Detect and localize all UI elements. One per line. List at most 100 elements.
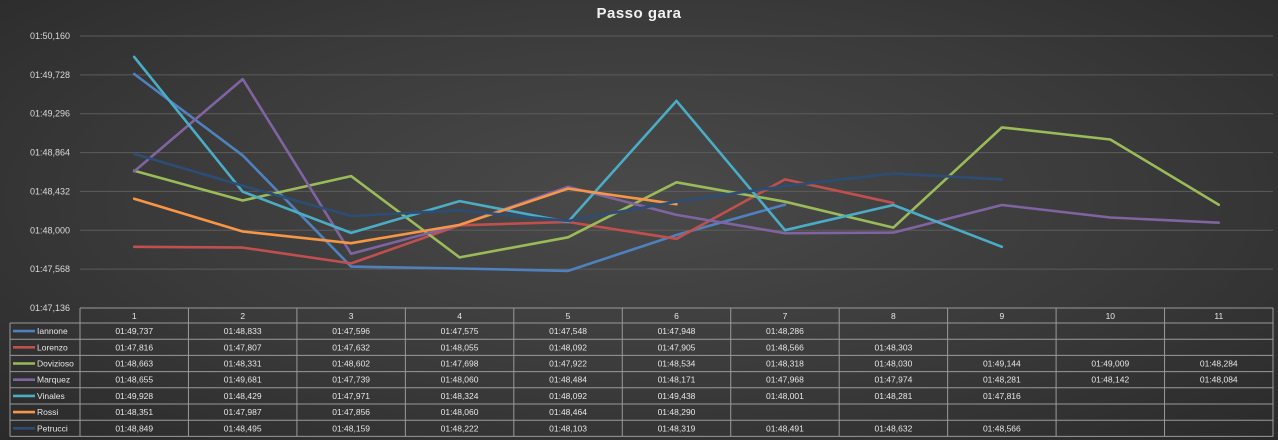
table-cell: 01:49,144 [983,359,1021,369]
series-name: Marquez [37,375,70,385]
table-cell: 01:48,566 [983,423,1021,433]
table-cell: 01:48,566 [766,342,804,352]
table-header-cell: 5 [566,311,571,321]
table-cell: 01:47,922 [549,359,587,369]
table-cell: 01:48,159 [332,423,370,433]
table-header-cell: 2 [240,311,245,321]
table-cell: 01:49,438 [658,391,696,401]
series-line-marquez [132,77,1221,256]
table-cell: 01:48,303 [874,342,912,352]
table-header-cell: 6 [674,311,679,321]
table-cell: 01:49,737 [115,326,153,336]
table-header-cell: 11 [1214,311,1223,321]
table-cell: 01:47,816 [983,391,1021,401]
y-tick-label: 01:48,000 [30,225,70,235]
table-cell: 01:48,318 [766,359,804,369]
table-cell: 01:47,987 [224,407,262,417]
table-cell: 01:48,222 [441,423,479,433]
table-cell: 01:47,632 [332,342,370,352]
table-cell: 01:48,103 [549,423,587,433]
series-name: Dovizioso [37,359,74,369]
table-cell: 01:47,856 [332,407,370,417]
table-cell: 01:47,548 [549,326,587,336]
table-cell: 01:48,281 [874,391,912,401]
table-cell: 01:48,849 [115,423,153,433]
series-line-rossi [132,187,678,245]
table-cell: 01:48,060 [441,407,479,417]
table-header-cell: 8 [891,311,896,321]
table-cell: 01:48,663 [115,359,153,369]
table-cell: 01:48,484 [549,375,587,385]
y-tick-label: 01:48,432 [30,186,70,196]
table-cell: 01:48,286 [766,326,804,336]
table-cell: 01:48,464 [549,407,587,417]
table-header-cell: 7 [783,311,788,321]
table-cell: 01:47,575 [441,326,479,336]
series-line-lorenzo [132,178,895,265]
table-cell: 01:48,281 [983,375,1021,385]
y-tick-label: 01:47,136 [30,303,70,313]
table-cell: 01:49,681 [224,375,262,385]
y-tick-label: 01:47,568 [30,264,70,274]
series-lines [132,55,1221,273]
table-cell: 01:48,290 [658,407,696,417]
y-tick-label: 01:50,160 [30,31,70,41]
table-header-cell: 9 [999,311,1004,321]
table-cell: 01:48,171 [658,375,696,385]
table-cell: 01:47,739 [332,375,370,385]
table-cell: 01:48,331 [224,359,262,369]
series-line-dovizioso [132,126,1221,259]
y-tick-label: 01:49,296 [30,109,70,119]
table-cell: 01:47,596 [332,326,370,336]
y-axis-ticks: 01:50,160 01:49,728 01:49,296 01:48,864 01:4… [30,31,70,313]
table-cell: 01:47,807 [224,342,262,352]
table-cell: 01:48,632 [874,423,912,433]
series-name: Lorenzo [37,342,68,352]
series-line-iannone [132,72,787,273]
y-tick-label: 01:49,728 [30,70,70,80]
table-cell: 01:48,534 [658,359,696,369]
table-cell: 01:48,495 [224,423,262,433]
table-cell: 01:48,084 [1200,375,1238,385]
table-cell: 01:47,974 [874,375,912,385]
table-cell: 01:48,092 [549,391,587,401]
table-cell: 01:47,948 [658,326,696,336]
table-header-cell: 3 [349,311,354,321]
table-cell: 01:48,833 [224,326,262,336]
table-cell: 01:48,491 [766,423,804,433]
table-cell: 01:48,429 [224,391,262,401]
table-header-cell: 10 [1106,311,1116,321]
table-cell: 01:48,030 [874,359,912,369]
series-name: Iannone [37,326,68,336]
table-cell: 01:47,971 [332,391,370,401]
table-cell: 01:47,816 [115,342,153,352]
table-cell: 01:48,351 [115,407,153,417]
data-table: 1 2 3 4 5 6 7 8 9 10 11 Iannone 01:49,737 01:48,833 01… [9,307,1274,437]
table-cell: 01:48,319 [658,423,696,433]
series-line-vinales [132,55,1004,249]
chart-title: Passo gara [596,5,681,22]
table-cell: 01:48,001 [766,391,804,401]
table-cell: 01:47,968 [766,375,804,385]
table-cell: 01:48,602 [332,359,370,369]
table-header-cell: 1 [132,311,137,321]
table-cell: 01:48,324 [441,391,479,401]
table-cell: 01:49,009 [1091,359,1129,369]
series-name: Vinales [37,391,65,401]
table-cell: 01:48,284 [1200,359,1238,369]
series-name: Petrucci [37,423,68,433]
table-cell: 01:48,060 [441,375,479,385]
table-cell: 01:48,655 [115,375,153,385]
table-cell: 01:47,905 [658,342,696,352]
table-cell: 01:49,928 [115,391,153,401]
series-name: Rossi [37,407,58,417]
series-line-petrucci [132,152,1004,223]
table-header-cell: 4 [457,311,462,321]
table-cell: 01:47,698 [441,359,479,369]
table-cell: 01:48,055 [441,342,479,352]
table-cell: 01:48,142 [1091,375,1129,385]
table-cell: 01:48,092 [549,342,587,352]
y-tick-label: 01:48,864 [30,148,70,158]
